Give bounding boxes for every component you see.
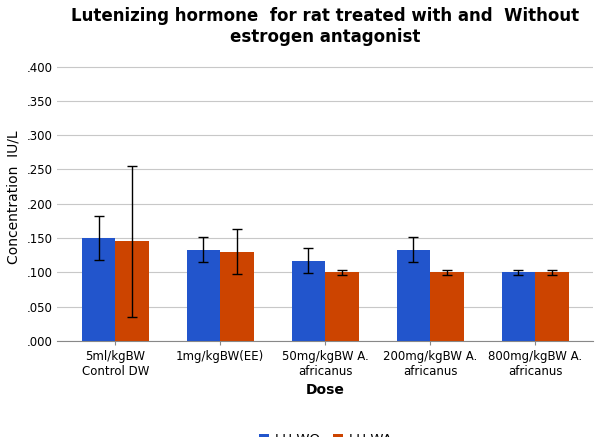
Bar: [187, 250, 220, 341]
Bar: [82, 238, 115, 341]
Title: Lutenizing hormone  for rat treated with and  Without
estrogen antagonist: Lutenizing hormone for rat treated with …: [71, 7, 579, 46]
Bar: [325, 272, 359, 341]
Bar: [397, 250, 430, 341]
Bar: [535, 272, 569, 341]
Bar: [115, 241, 149, 341]
Bar: [430, 272, 464, 341]
Bar: [502, 272, 535, 341]
Legend: LH WO, LH WA: LH WO, LH WA: [254, 428, 397, 437]
X-axis label: Dose: Dose: [306, 383, 344, 397]
Bar: [220, 252, 254, 341]
Y-axis label: Concentration  IU/L: Concentration IU/L: [7, 130, 21, 264]
Bar: [292, 260, 325, 341]
